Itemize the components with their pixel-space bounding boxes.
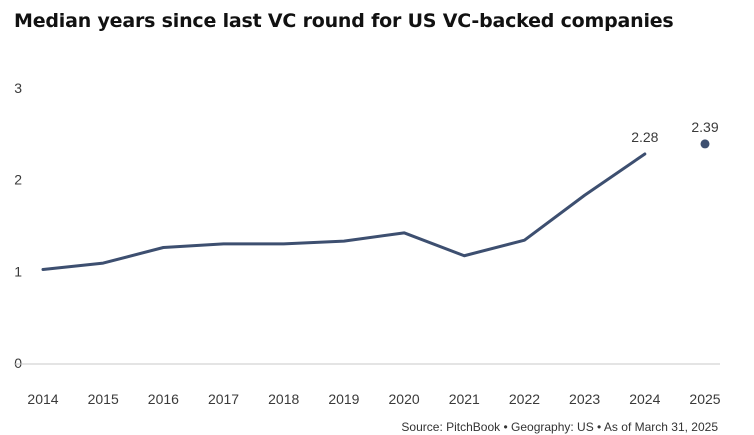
y-axis-ticks: 0 1 2 3: [14, 80, 22, 371]
data-label: 2.39: [691, 119, 718, 135]
x-tick-label: 2016: [148, 391, 179, 407]
data-label: 2.28: [631, 129, 658, 145]
x-tick-label: 2014: [27, 391, 58, 407]
x-axis-ticks: 2014 2015 2016 2017 2018 2019 2020 2021 2022 2023…: [27, 391, 720, 407]
line-chart: 0 1 2 3 2014 2015 2016 2017 2018 2019 2020 2021 202…: [14, 80, 721, 407]
x-tick-label: 2022: [509, 391, 540, 407]
x-tick-label: 2018: [268, 391, 299, 407]
source-note: Source: PitchBook • Geography: US • As o…: [401, 420, 718, 434]
series-point: [700, 139, 710, 149]
x-tick-label: 2025: [689, 391, 720, 407]
y-tick-label: 1: [14, 263, 22, 279]
data-labels: 2.28 2.39: [631, 119, 719, 145]
x-tick-label: 2023: [569, 391, 600, 407]
x-tick-label: 2015: [88, 391, 119, 407]
y-tick-label: 3: [14, 80, 22, 96]
y-tick-label: 0: [14, 355, 22, 371]
series-layer: [41, 139, 710, 271]
x-tick-label: 2019: [328, 391, 359, 407]
chart-title: Median years since last VC round for US …: [14, 10, 674, 32]
x-tick-label: 2020: [389, 391, 420, 407]
x-tick-label: 2021: [449, 391, 480, 407]
series-line: [41, 152, 647, 271]
x-tick-label: 2017: [208, 391, 239, 407]
y-tick-label: 2: [14, 172, 22, 188]
x-tick-label: 2024: [629, 391, 660, 407]
